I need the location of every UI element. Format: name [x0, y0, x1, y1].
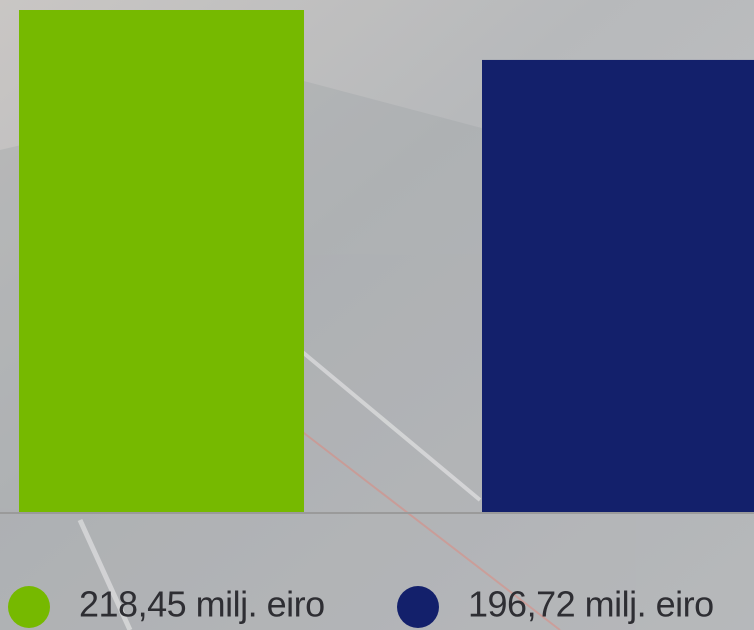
- bar: [482, 59, 754, 512]
- legend-label: 218,45 milj. eiro: [79, 584, 325, 625]
- legend-marker: [8, 586, 50, 628]
- legend-label: 196,72 milj. eiro: [468, 584, 714, 625]
- bar: [19, 10, 304, 512]
- legend-marker: [397, 586, 439, 628]
